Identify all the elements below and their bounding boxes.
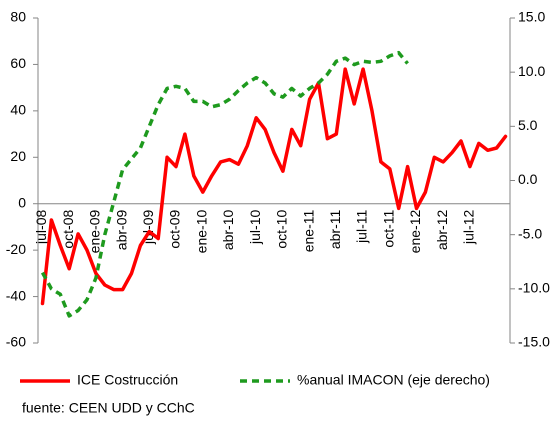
y-tick-label: 60 — [10, 55, 26, 71]
x-tick-label: oct-10 — [274, 210, 290, 249]
y-tick-label: 40 — [10, 102, 26, 118]
y2-tick-label: -10.0 — [518, 280, 550, 296]
y-tick-label: 0 — [18, 194, 26, 210]
y-tick-label: -60 — [6, 334, 26, 350]
x-tick-label: jul-09 — [140, 210, 156, 245]
y2-tick-label: 5.0 — [518, 117, 538, 133]
x-tick-label: jul-10 — [247, 210, 263, 245]
x-tick-label: abr-12 — [434, 210, 450, 251]
x-tick-label: ene-11 — [300, 210, 316, 253]
x-tick-label: ene-12 — [407, 210, 423, 254]
x-tick-label: ene-10 — [193, 210, 209, 254]
y-tick-label: 80 — [10, 9, 26, 25]
x-tick-label: oct-11 — [380, 210, 396, 248]
x-tick-label: abr-10 — [220, 210, 236, 251]
x-tick-label: jul-11 — [354, 210, 370, 244]
y2-tick-label: 0.0 — [518, 171, 538, 187]
x-tick-label: jul-08 — [33, 210, 49, 245]
y-tick-label: -40 — [6, 287, 26, 303]
x-tick-label: oct-09 — [167, 210, 183, 249]
legend-label: ICE Costrucción — [77, 372, 178, 388]
x-tick-label: oct-08 — [60, 210, 76, 249]
y-tick-label: 20 — [10, 148, 26, 164]
y2-tick-label: 15.0 — [518, 9, 545, 25]
x-tick-label: jul-12 — [461, 210, 477, 245]
series-line — [40, 67, 508, 306]
source-note: fuente: CEEN UDD y CChC — [22, 400, 195, 416]
x-tick-label: abr-09 — [113, 210, 129, 251]
x-tick-label: abr-11 — [327, 210, 343, 250]
y2-tick-label: 10.0 — [518, 63, 545, 79]
x-tick-label: ene-09 — [87, 210, 103, 254]
series-line — [40, 50, 409, 318]
legend-label: %anual IMACON (eje derecho) — [297, 372, 490, 388]
y2-tick-label: -15.0 — [518, 334, 550, 350]
y-tick-label: -20 — [6, 241, 26, 257]
y2-tick-label: -5.0 — [518, 225, 542, 241]
